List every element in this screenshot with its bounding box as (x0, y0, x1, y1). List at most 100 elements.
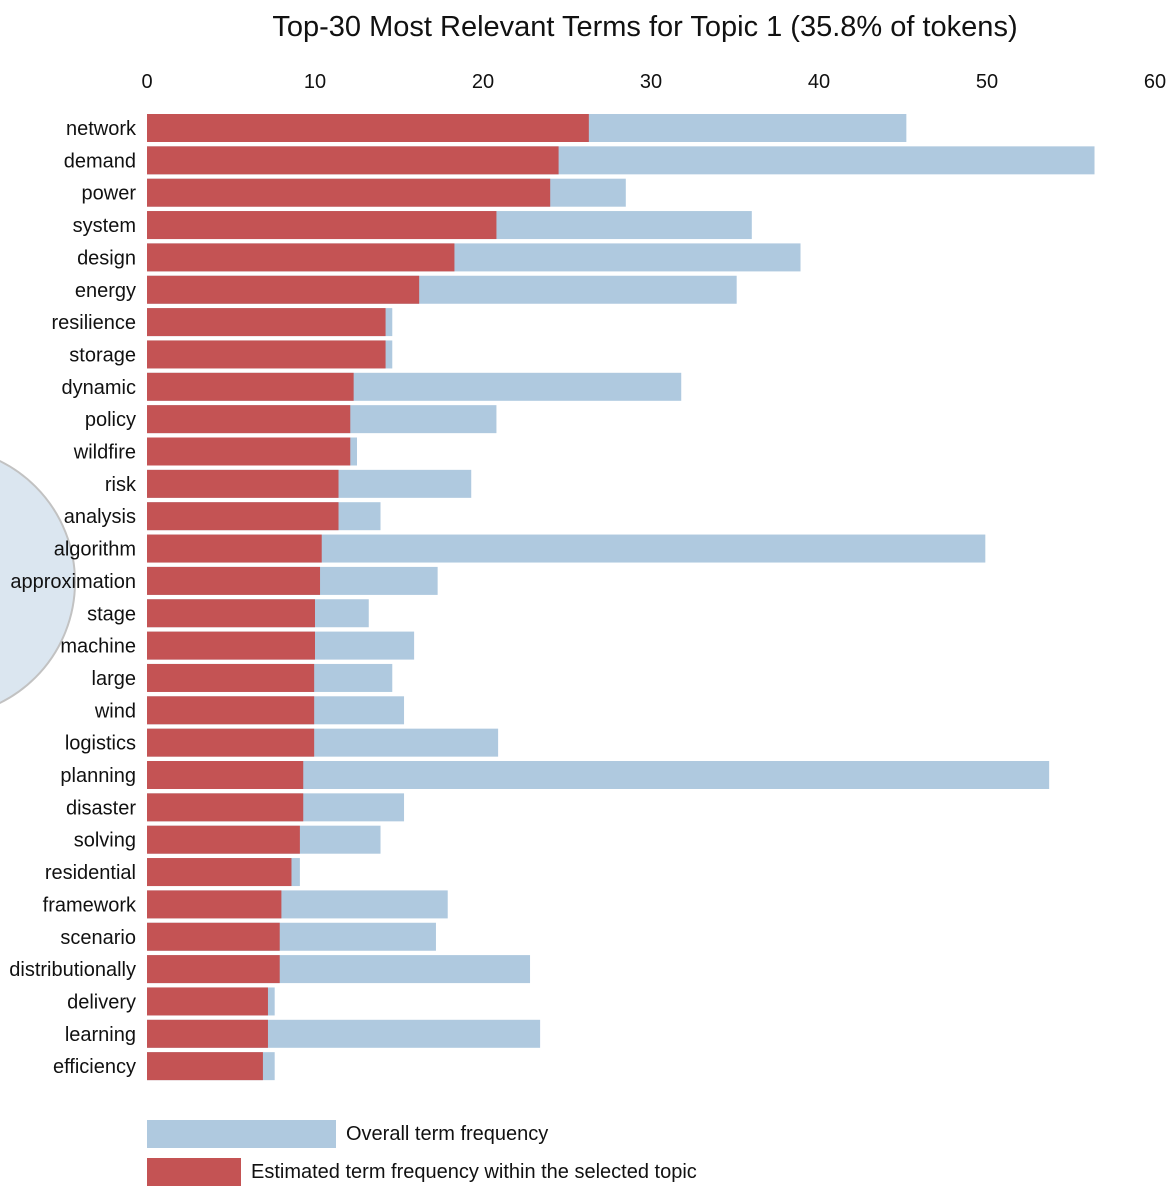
topic-bar-energy[interactable] (147, 275, 420, 304)
bar-row-framework[interactable] (147, 890, 448, 919)
term-labels: network demand power system design energy resi… (9, 118, 137, 1078)
term-label-risk[interactable]: risk (105, 474, 137, 496)
legend-topic-label: Estimated term frequency within the sele… (251, 1161, 697, 1183)
bar-row-analysis[interactable] (147, 502, 381, 531)
topic-bar-power[interactable] (147, 178, 551, 207)
topic-bar-logistics[interactable] (147, 728, 315, 757)
bar-row-delivery[interactable] (147, 987, 275, 1016)
term-label-logistics[interactable]: logistics (65, 733, 136, 755)
term-label-resilience[interactable]: resilience (52, 312, 136, 334)
topic-bar-efficiency[interactable] (147, 1052, 263, 1081)
term-label-distributionally[interactable]: distributionally (9, 959, 136, 981)
legend: Overall term frequency Estimated term fr… (147, 1120, 697, 1186)
bar-row-scenario[interactable] (147, 922, 436, 951)
term-label-delivery[interactable]: delivery (67, 991, 136, 1013)
topic-bar-scenario[interactable] (147, 922, 280, 951)
bar-row-machine[interactable] (147, 631, 415, 660)
term-label-framework[interactable]: framework (43, 894, 137, 916)
term-label-storage[interactable]: storage (69, 344, 136, 366)
bar-row-power[interactable] (147, 178, 626, 207)
term-label-dynamic[interactable]: dynamic (62, 377, 136, 399)
bar-row-planning[interactable] (147, 761, 1050, 789)
term-label-large[interactable]: large (92, 668, 136, 690)
term-label-algorithm[interactable]: algorithm (54, 539, 136, 561)
topic-bar-algorithm[interactable] (147, 534, 322, 563)
bar-row-large[interactable] (147, 663, 393, 692)
bar-row-learning[interactable] (147, 1019, 541, 1048)
term-label-residential[interactable]: residential (45, 862, 136, 884)
term-label-learning[interactable]: learning (65, 1024, 136, 1046)
topic-bar-wind[interactable] (147, 696, 315, 725)
x-tick-label-4: 40 (808, 71, 830, 93)
term-label-stage[interactable]: stage (87, 603, 136, 625)
topic-bar-solving[interactable] (147, 825, 300, 854)
term-label-planning[interactable]: planning (60, 765, 136, 787)
term-label-wildfire[interactable]: wildfire (73, 442, 136, 464)
topic-bar-system[interactable] (147, 211, 497, 240)
bar-row-policy[interactable] (147, 405, 497, 434)
term-label-machine[interactable]: machine (60, 636, 136, 658)
term-label-policy[interactable]: policy (85, 409, 136, 431)
bar-row-resilience[interactable] (147, 308, 393, 337)
bar-row-distributionally[interactable] (147, 955, 531, 984)
bar-row-logistics[interactable] (147, 728, 499, 757)
topic-bar-residential[interactable] (147, 858, 292, 887)
x-tick-label-3: 30 (640, 71, 662, 93)
topic-bar-large[interactable] (147, 663, 315, 692)
topic-bar-analysis[interactable] (147, 502, 339, 531)
topic-bar-delivery[interactable] (147, 987, 268, 1016)
topic-bar-learning[interactable] (147, 1019, 268, 1048)
bar-row-efficiency[interactable] (147, 1052, 275, 1081)
topic-bar-machine[interactable] (147, 631, 315, 660)
topic-bar-stage[interactable] (147, 599, 315, 628)
term-label-system[interactable]: system (73, 215, 136, 237)
topic-bar-dynamic[interactable] (147, 372, 354, 401)
bar-row-approximation[interactable] (147, 566, 438, 595)
topic-bar-wildfire[interactable] (147, 437, 351, 466)
bar-row-stage[interactable] (147, 599, 369, 628)
topic-bar-distributionally[interactable] (147, 955, 280, 984)
bar-row-solving[interactable] (147, 825, 381, 854)
x-tick-label-6: 60 (1144, 71, 1166, 93)
bar-row-dynamic[interactable] (147, 372, 682, 401)
term-label-demand[interactable]: demand (64, 150, 136, 172)
bar-row-storage[interactable] (147, 340, 393, 369)
term-label-energy[interactable]: energy (75, 280, 136, 302)
topic-bar-risk[interactable] (147, 469, 339, 498)
bar-row-demand[interactable] (147, 146, 1095, 175)
bar-row-wind[interactable] (147, 696, 405, 725)
term-label-efficiency[interactable]: efficiency (53, 1056, 136, 1078)
chart-title: Top-30 Most Relevant Terms for Topic 1 (… (272, 11, 1017, 43)
term-label-scenario[interactable]: scenario (60, 927, 136, 949)
bar-row-wildfire[interactable] (147, 437, 357, 466)
term-label-disaster[interactable]: disaster (66, 797, 136, 819)
topic-bar-demand[interactable] (147, 146, 559, 175)
topic-bar-approximation[interactable] (147, 566, 321, 595)
bar-row-network[interactable] (147, 114, 907, 142)
topic-bar-disaster[interactable] (147, 793, 304, 822)
bar-row-disaster[interactable] (147, 793, 405, 822)
topic-circle[interactable] (0, 447, 76, 717)
topic-bar-design[interactable] (147, 243, 455, 272)
bar-row-energy[interactable] (147, 275, 737, 304)
legend-overall-swatch (147, 1120, 336, 1148)
bar-row-risk[interactable] (147, 469, 472, 498)
topic-bar-framework[interactable] (147, 890, 282, 919)
topic-bar-policy[interactable] (147, 405, 351, 434)
bar-row-design[interactable] (147, 243, 801, 272)
bar-row-residential[interactable] (147, 858, 300, 887)
term-label-wind[interactable]: wind (94, 700, 136, 722)
bar-row-system[interactable] (147, 211, 752, 240)
topic-bar-storage[interactable] (147, 340, 386, 369)
term-label-analysis[interactable]: analysis (64, 506, 136, 528)
term-label-design[interactable]: design (77, 247, 136, 269)
topic-bar-resilience[interactable] (147, 308, 386, 337)
topic-bar-planning[interactable] (147, 761, 304, 789)
term-label-network[interactable]: network (66, 118, 137, 140)
bar-row-algorithm[interactable] (147, 534, 986, 563)
topic-bar-network[interactable] (147, 114, 589, 142)
term-label-solving[interactable]: solving (74, 830, 136, 852)
term-label-power[interactable]: power (82, 183, 137, 205)
term-label-approximation[interactable]: approximation (10, 571, 136, 593)
